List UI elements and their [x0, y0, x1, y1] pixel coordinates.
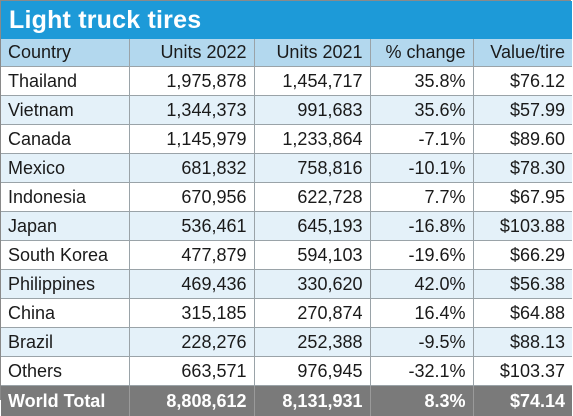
cell-pct-change: 35.8%	[370, 67, 473, 96]
cell-value-per-tire: $56.38	[473, 270, 572, 299]
cell-value-per-tire: $64.88	[473, 299, 572, 328]
cell-country: Canada	[1, 125, 129, 154]
cell-value-per-tire: $89.60	[473, 125, 572, 154]
total-cell-units-2021: 8,131,931	[254, 386, 370, 416]
cell-pct-change: -32.1%	[370, 357, 473, 386]
total-cell-country: World Total	[1, 386, 129, 416]
cell-units-2022: 670,956	[129, 183, 254, 212]
cell-value-per-tire: $103.37	[473, 357, 572, 386]
cell-units-2021: 1,233,864	[254, 125, 370, 154]
cell-units-2021: 252,388	[254, 328, 370, 357]
cell-pct-change: 42.0%	[370, 270, 473, 299]
cell-units-2022: 469,436	[129, 270, 254, 299]
cell-pct-change: -7.1%	[370, 125, 473, 154]
cell-units-2021: 645,193	[254, 212, 370, 241]
total-cell-value-per-tire: $74.14	[473, 386, 572, 416]
cell-pct-change: -19.6%	[370, 241, 473, 270]
cell-units-2021: 594,103	[254, 241, 370, 270]
cell-value-per-tire: $67.95	[473, 183, 572, 212]
cell-country: Japan	[1, 212, 129, 241]
cell-pct-change: 7.7%	[370, 183, 473, 212]
cell-pct-change: 16.4%	[370, 299, 473, 328]
column-header-pct-change: % change	[370, 39, 473, 67]
column-header-units-2022: Units 2022	[129, 39, 254, 67]
cell-value-per-tire: $57.99	[473, 96, 572, 125]
cell-value-per-tire: $76.12	[473, 67, 572, 96]
cell-units-2022: 315,185	[129, 299, 254, 328]
column-header-country: Country	[1, 39, 129, 67]
column-header-units-2021: Units 2021	[254, 39, 370, 67]
cell-pct-change: -16.8%	[370, 212, 473, 241]
cell-units-2022: 536,461	[129, 212, 254, 241]
cell-units-2022: 477,879	[129, 241, 254, 270]
total-cell-pct-change: 8.3%	[370, 386, 473, 416]
page-title: Light truck tires	[9, 6, 201, 34]
cell-country: Thailand	[1, 67, 129, 96]
cell-country: Vietnam	[1, 96, 129, 125]
cell-pct-change: 35.6%	[370, 96, 473, 125]
cell-pct-change: -10.1%	[370, 154, 473, 183]
cell-units-2021: 1,454,717	[254, 67, 370, 96]
column-header-value-per-tire: Value/tire	[473, 39, 572, 67]
cell-value-per-tire: $88.13	[473, 328, 572, 357]
cell-units-2021: 976,945	[254, 357, 370, 386]
cell-units-2021: 758,816	[254, 154, 370, 183]
cell-country: Others	[1, 357, 129, 386]
cell-units-2022: 1,344,373	[129, 96, 254, 125]
cell-units-2022: 681,832	[129, 154, 254, 183]
cell-country: Indonesia	[1, 183, 129, 212]
cell-country: South Korea	[1, 241, 129, 270]
cell-units-2022: 1,975,878	[129, 67, 254, 96]
title-bar: Light truck tires	[1, 1, 572, 39]
cell-pct-change: -9.5%	[370, 328, 473, 357]
cell-country: Mexico	[1, 154, 129, 183]
cell-units-2021: 622,728	[254, 183, 370, 212]
cell-units-2022: 1,145,979	[129, 125, 254, 154]
cell-country: Philippines	[1, 270, 129, 299]
cell-value-per-tire: $78.30	[473, 154, 572, 183]
cell-country: Brazil	[1, 328, 129, 357]
cell-units-2021: 270,874	[254, 299, 370, 328]
cell-units-2021: 330,620	[254, 270, 370, 299]
cell-country: China	[1, 299, 129, 328]
cell-value-per-tire: $66.29	[473, 241, 572, 270]
cell-units-2022: 228,276	[129, 328, 254, 357]
cell-units-2022: 663,571	[129, 357, 254, 386]
total-cell-units-2022: 8,808,612	[129, 386, 254, 416]
cell-units-2021: 991,683	[254, 96, 370, 125]
cell-value-per-tire: $103.88	[473, 212, 572, 241]
